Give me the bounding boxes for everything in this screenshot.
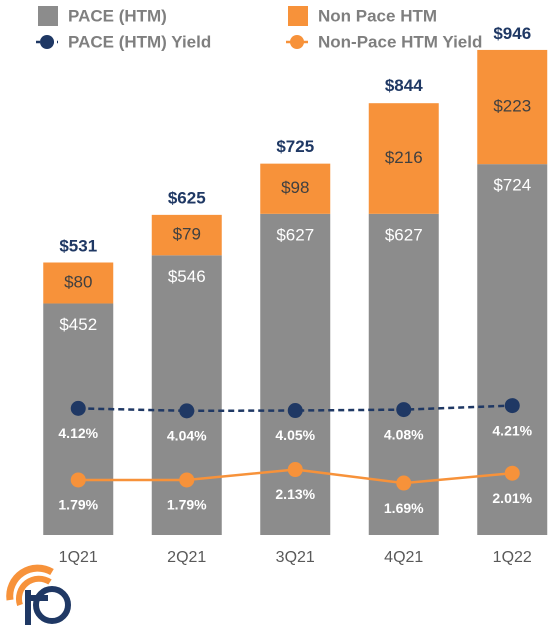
legend-swatch bbox=[288, 6, 308, 26]
yield-point bbox=[287, 462, 303, 478]
yield-point bbox=[70, 400, 86, 416]
bar-segment bbox=[151, 214, 222, 256]
x-tick-label: 3Q21 bbox=[276, 549, 315, 566]
total-label: $844 bbox=[385, 76, 423, 95]
bar-value-label: $223 bbox=[493, 97, 531, 116]
legend-marker bbox=[40, 35, 54, 49]
bar-value-label: $627 bbox=[276, 225, 314, 244]
legend-swatch bbox=[38, 6, 58, 26]
yield-point bbox=[504, 398, 520, 414]
bar-segment bbox=[43, 262, 114, 304]
bar-segment bbox=[43, 303, 114, 535]
yield-line bbox=[78, 404, 513, 413]
yield-label: 2.13% bbox=[275, 486, 315, 502]
x-tick-label: 1Q21 bbox=[59, 549, 98, 566]
yield-label: 4.12% bbox=[58, 425, 98, 441]
logo bbox=[6, 564, 71, 625]
x-tick-label: 4Q21 bbox=[384, 549, 423, 566]
bar-value-label: $80 bbox=[64, 272, 92, 291]
legend-label: PACE (HTM) Yield bbox=[68, 32, 211, 51]
bar-segment bbox=[260, 213, 331, 535]
total-label: $531 bbox=[59, 236, 97, 255]
bar-value-label: $724 bbox=[493, 176, 531, 195]
total-label: $725 bbox=[276, 137, 314, 156]
legend-label: Non Pace HTM bbox=[318, 6, 437, 25]
bar-value-label: $216 bbox=[385, 148, 423, 167]
bar-value-label: $98 bbox=[281, 178, 309, 197]
yield-label: 1.69% bbox=[384, 500, 424, 516]
yield-label: 1.79% bbox=[58, 497, 98, 513]
bar-segment bbox=[260, 163, 331, 214]
yield-label: 4.04% bbox=[167, 428, 207, 444]
bar-segment bbox=[368, 103, 439, 214]
yield-point bbox=[179, 472, 195, 488]
total-label: $946 bbox=[493, 24, 531, 43]
x-tick-label: 1Q22 bbox=[493, 549, 532, 566]
bar-segment bbox=[477, 49, 548, 165]
bar-value-label: $546 bbox=[168, 267, 206, 286]
yield-point bbox=[396, 475, 412, 491]
yield-point bbox=[70, 472, 86, 488]
yield-point bbox=[179, 403, 195, 419]
legend-marker bbox=[290, 35, 304, 49]
yield-label: 2.01% bbox=[492, 490, 532, 506]
x-tick-label: 2Q21 bbox=[167, 549, 206, 566]
total-label: $625 bbox=[168, 188, 206, 207]
yield-label: 1.79% bbox=[167, 497, 207, 513]
legend-label: Non-Pace HTM Yield bbox=[318, 32, 482, 51]
yield-label: 4.21% bbox=[492, 422, 532, 438]
yield-label: 4.05% bbox=[275, 427, 315, 443]
yield-point bbox=[287, 403, 303, 419]
bar-value-label: $79 bbox=[173, 225, 201, 244]
yield-point bbox=[504, 465, 520, 481]
legend-label: PACE (HTM) bbox=[68, 6, 167, 25]
bar-value-label: $452 bbox=[59, 315, 97, 334]
bar-segment bbox=[151, 255, 222, 535]
bar-value-label: $627 bbox=[385, 225, 423, 244]
yield-point bbox=[396, 402, 412, 418]
yield-label: 4.08% bbox=[384, 426, 424, 442]
